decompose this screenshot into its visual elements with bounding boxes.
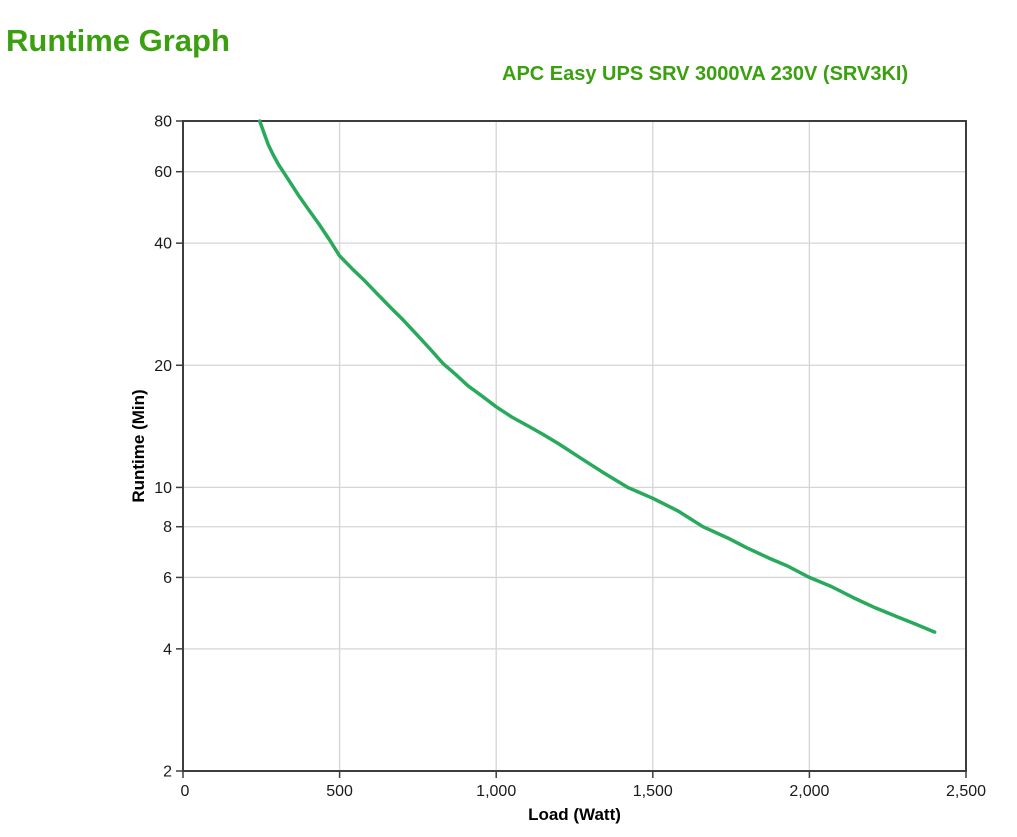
y-tick-label: 6 (163, 570, 172, 587)
y-tick-label: 60 (154, 164, 172, 181)
x-tick-label: 0 (181, 783, 190, 800)
y-tick-label: 2 (163, 764, 172, 781)
y-tick-label: 80 (154, 114, 172, 131)
plot-frame (182, 120, 967, 772)
y-axis-title: Runtime (Min) (129, 389, 148, 502)
x-tick-label: 1,500 (633, 783, 673, 800)
chart-title: APC Easy UPS SRV 3000VA 230V (SRV3KI) (502, 63, 909, 85)
y-tick-label: 40 (154, 236, 172, 253)
x-tick-label: 500 (326, 783, 353, 800)
y-tick-label: 8 (163, 519, 172, 536)
x-tick-label: 2,000 (789, 783, 829, 800)
page-title: Runtime Graph (6, 22, 230, 58)
x-tick-label: 1,000 (476, 783, 516, 800)
y-tick-label: 4 (163, 641, 172, 658)
x-tick-label: 2,500 (946, 783, 986, 800)
runtime-curve (257, 119, 937, 634)
y-tick-label: 10 (154, 480, 172, 497)
x-axis-title: Load (Watt) (528, 805, 621, 824)
y-tick-label: 20 (154, 358, 172, 375)
